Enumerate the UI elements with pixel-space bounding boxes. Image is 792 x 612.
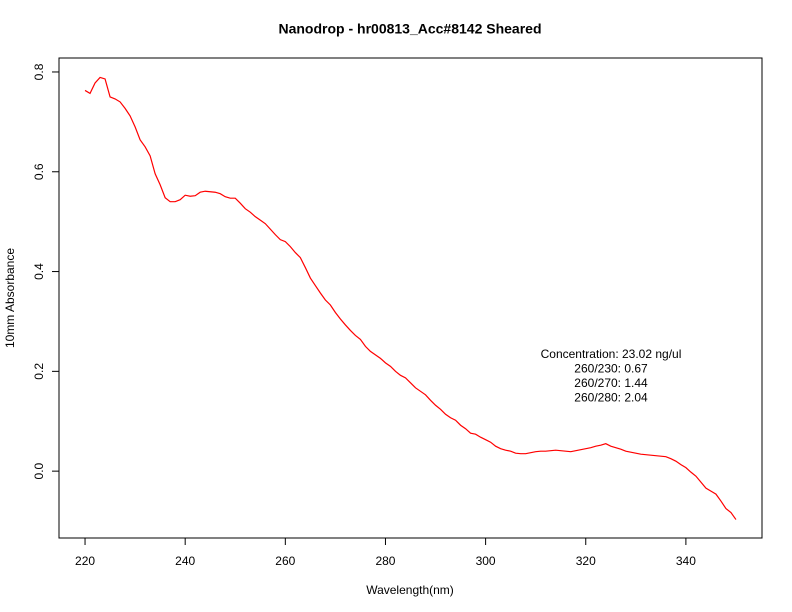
annotation: 260/230: 0.67 <box>574 362 648 376</box>
y-axis-label: 10mm Absorbance <box>3 248 17 348</box>
x-tick-label: 280 <box>375 554 395 568</box>
x-tick-label: 240 <box>175 554 195 568</box>
x-tick-label: 260 <box>275 554 295 568</box>
y-tick-label: 0.8 <box>32 63 46 80</box>
chart-title: Nanodrop - hr00813_Acc#8142 Sheared <box>278 21 541 37</box>
data-line <box>84 76 737 520</box>
x-tick-label: 320 <box>576 554 596 568</box>
y-tick-label: 0.4 <box>32 263 46 280</box>
y-tick-label: 0.0 <box>32 462 46 479</box>
x-tick-label: 300 <box>476 554 496 568</box>
x-tick-label: 220 <box>75 554 95 568</box>
annotation: 260/280: 2.04 <box>574 391 648 405</box>
y-tick-label: 0.2 <box>32 363 46 380</box>
x-tick-label: 340 <box>676 554 696 568</box>
y-tick-label: 0.6 <box>32 163 46 180</box>
x-axis-label: Wavelength(nm) <box>366 583 454 597</box>
annotation: 260/270: 1.44 <box>574 376 648 390</box>
plot-frame <box>58 57 763 539</box>
annotation: Concentration: 23.02 ng/ul <box>541 347 682 361</box>
